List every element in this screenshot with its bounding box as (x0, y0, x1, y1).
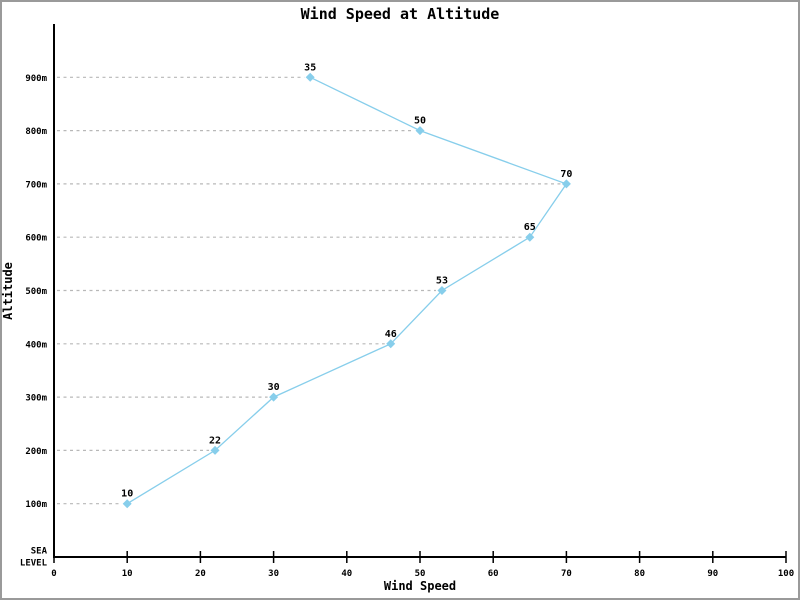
y-tick-label: 100m (25, 500, 47, 510)
data-point-marker (386, 339, 396, 349)
x-tick-label: 100 (778, 569, 794, 579)
chart-title: Wind Speed at Altitude (300, 5, 500, 23)
data-point-marker (561, 179, 571, 189)
y-tick-label: SEA (31, 547, 48, 557)
y-tick-label: 200m (25, 447, 47, 457)
x-axis-label: Wind Speed (383, 579, 457, 593)
y-tick-label: 600m (25, 234, 47, 244)
x-tick-label: 70 (561, 569, 572, 579)
data-point-label: 46 (385, 329, 397, 340)
data-point-label: 70 (560, 169, 572, 180)
data-point-label: 30 (268, 382, 280, 393)
y-tick-label: 300m (25, 394, 47, 404)
y-tick-label: 500m (25, 287, 47, 297)
y-tick-label: 700m (25, 180, 47, 190)
x-tick-label: 0 (51, 569, 56, 579)
x-tick-label: 60 (488, 569, 499, 579)
y-tick-label: 800m (25, 127, 47, 137)
x-tick-label: 30 (268, 569, 279, 579)
data-point-marker (122, 499, 132, 509)
data-point-label: 65 (524, 222, 536, 233)
data-point-label: 22 (209, 435, 221, 446)
data-point-marker (437, 286, 447, 295)
x-tick-label: 50 (415, 569, 426, 579)
x-tick-label: 90 (707, 569, 718, 579)
y-tick-label: LEVEL (20, 559, 48, 569)
data-point-marker (269, 392, 279, 402)
data-point-marker (415, 126, 425, 136)
x-tick-label: 10 (122, 569, 133, 579)
data-point-label: 10 (121, 489, 133, 500)
x-tick-label: 80 (634, 569, 645, 579)
data-point-marker (305, 72, 315, 82)
data-point-label: 53 (436, 276, 448, 287)
y-tick-label: 900m (25, 74, 47, 84)
data-point-marker (210, 445, 220, 455)
data-point-label: 50 (414, 116, 426, 127)
data-point-label: 35 (304, 62, 316, 73)
y-tick-label: 400m (25, 340, 47, 350)
data-point-marker (525, 232, 535, 242)
series-line (126, 76, 568, 505)
x-tick-label: 40 (341, 569, 352, 579)
y-axis-label: Altitude (1, 262, 15, 320)
x-tick-label: 20 (195, 569, 206, 579)
